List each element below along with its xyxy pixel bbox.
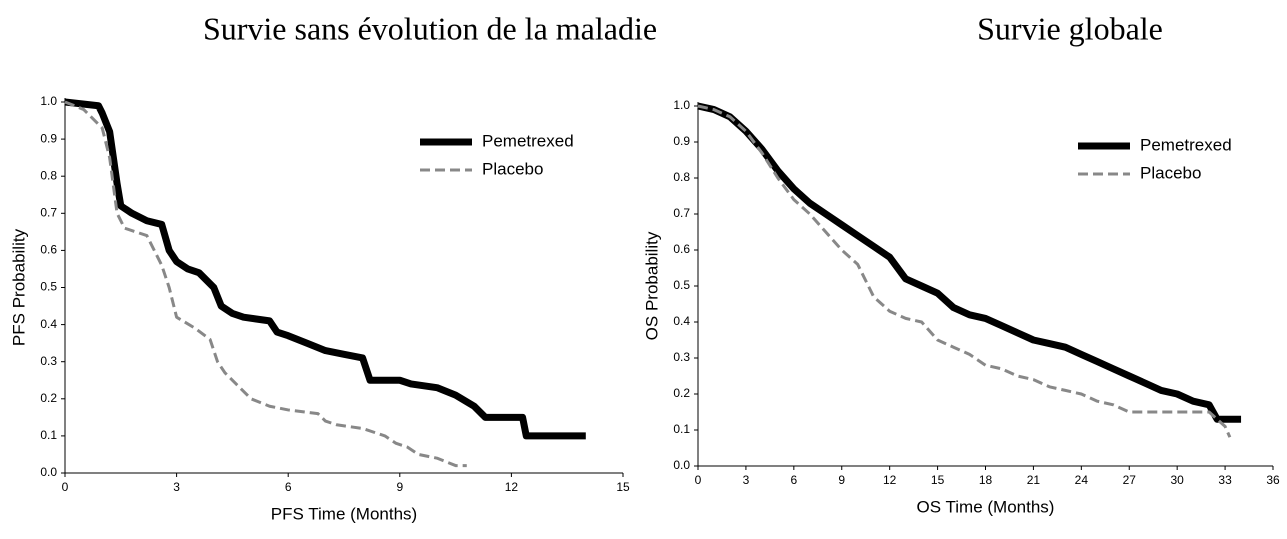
y-axis-label: PFS Probability xyxy=(9,228,28,346)
x-tick-label: 30 xyxy=(1170,473,1184,487)
y-tick-label: 0.1 xyxy=(40,428,57,442)
x-tick-label: 0 xyxy=(62,480,69,494)
x-tick-label: 12 xyxy=(505,480,519,494)
survival-curve xyxy=(64,100,467,468)
y-tick-label: 0.8 xyxy=(40,168,57,182)
y-tick-label: 0.0 xyxy=(673,458,690,472)
x-tick-label: 15 xyxy=(616,480,630,494)
y-tick-label: 0.6 xyxy=(673,242,690,256)
legend-label: Placebo xyxy=(482,159,543,178)
x-tick-label: 18 xyxy=(979,473,993,487)
x-tick-label: 12 xyxy=(883,473,897,487)
survival-curve xyxy=(697,102,1242,423)
x-tick-label: 3 xyxy=(743,473,750,487)
y-tick-label: 0.3 xyxy=(673,350,690,364)
legend-label: Pemetrexed xyxy=(1140,135,1232,154)
x-tick-label: 15 xyxy=(931,473,945,487)
y-axis-label: OS Probability xyxy=(642,231,661,340)
x-tick-label: 27 xyxy=(1123,473,1137,487)
chart: Survie globale 0.0 0.1 0.2 0.3 0.4 0.5 0.6 0.7 0.… xyxy=(642,10,1280,516)
y-tick-label: 0.5 xyxy=(673,278,690,292)
y-tick-label: 0.7 xyxy=(40,205,57,219)
y-tick-label: 0.4 xyxy=(40,317,57,331)
x-tick-label: 9 xyxy=(396,480,403,494)
survival-curve xyxy=(64,98,586,440)
chart-title: Survie sans évolution de la maladie xyxy=(203,10,657,46)
y-tick-label: 0.2 xyxy=(40,391,57,405)
y-tick-label: 0.5 xyxy=(40,280,57,294)
legend-label: Pemetrexed xyxy=(482,131,574,150)
chart: Survie sans évolution de la maladie 0.0 0.… xyxy=(9,10,657,523)
y-tick-label: 0.9 xyxy=(40,131,57,145)
y-tick-label: 0.3 xyxy=(40,354,57,368)
x-tick-label: 6 xyxy=(790,473,797,487)
x-axis-label: OS Time (Months) xyxy=(917,497,1055,516)
y-tick-label: 0.9 xyxy=(673,134,690,148)
y-tick-label: 0.8 xyxy=(673,170,690,184)
x-axis-label: PFS Time (Months) xyxy=(271,504,417,523)
survival-curve xyxy=(697,104,1232,438)
legend-label: Placebo xyxy=(1140,163,1201,182)
chart-title: Survie globale xyxy=(977,10,1163,46)
x-tick-label: 6 xyxy=(285,480,292,494)
x-tick-label: 3 xyxy=(173,480,180,494)
x-tick-label: 21 xyxy=(1027,473,1041,487)
y-tick-label: 0.2 xyxy=(673,386,690,400)
x-tick-label: 33 xyxy=(1218,473,1232,487)
y-tick-label: 1.0 xyxy=(40,94,57,108)
y-tick-label: 0.7 xyxy=(673,206,690,220)
x-tick-label: 0 xyxy=(695,473,702,487)
x-tick-label: 36 xyxy=(1266,473,1280,487)
y-tick-label: 0.4 xyxy=(673,314,690,328)
y-tick-label: 1.0 xyxy=(673,98,690,112)
x-tick-label: 24 xyxy=(1075,473,1089,487)
x-tick-label: 9 xyxy=(838,473,845,487)
y-tick-label: 0.0 xyxy=(40,465,57,479)
y-tick-label: 0.1 xyxy=(673,422,690,436)
y-tick-label: 0.6 xyxy=(40,243,57,257)
